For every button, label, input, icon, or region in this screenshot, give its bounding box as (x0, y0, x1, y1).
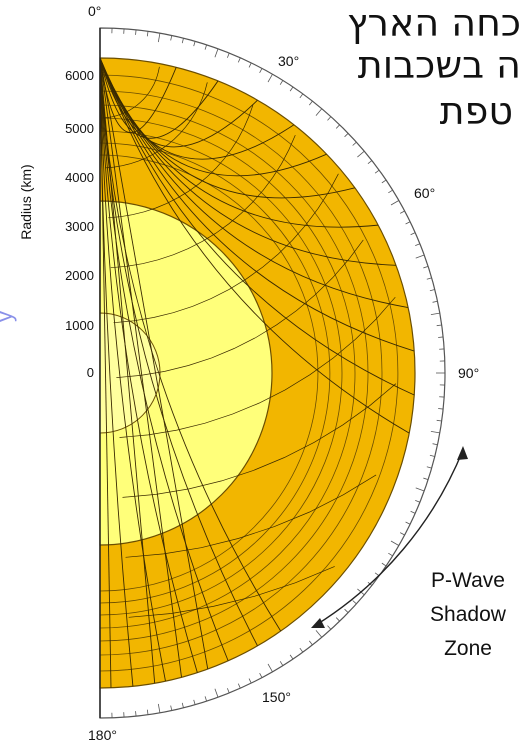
radius-tick-0: 0 (87, 365, 94, 380)
radius-tick-1000: 1000 (65, 318, 94, 333)
angle-label-30: 30° (278, 53, 299, 69)
radius-axis-label: Radius (km) (18, 164, 34, 239)
shadow-zone-label-line-3: Zone (418, 638, 518, 659)
blue-text-fragment: y (0, 311, 17, 322)
angle-label-90: 90° (458, 365, 479, 381)
ring-tick (136, 711, 137, 716)
angle-label-150: 150° (262, 689, 291, 705)
hebrew-caption-line-3: טפת (440, 92, 513, 130)
ring-tick (438, 337, 443, 338)
ring-tick (136, 30, 137, 35)
shadow-zone-arrowhead-top (457, 446, 468, 460)
hebrew-caption-line-2: ה בשכבות (358, 46, 521, 84)
radius-tick-5000: 5000 (65, 121, 94, 136)
ring-tick (438, 409, 443, 410)
hebrew-caption-line-1: כחה הארץ (347, 4, 521, 42)
radius-axis: 6000 5000 4000 3000 2000 1000 0 (65, 68, 94, 380)
angle-label-0: 0° (88, 3, 101, 19)
shadow-zone-label-line-2: Shadow (418, 604, 518, 625)
radius-tick-2000: 2000 (65, 268, 94, 283)
shadow-zone-label-line-1: P-Wave (418, 570, 518, 591)
angle-label-180: 180° (88, 727, 117, 743)
radius-tick-6000: 6000 (65, 68, 94, 83)
angle-label-60: 60° (414, 185, 435, 201)
radius-tick-3000: 3000 (65, 219, 94, 234)
radius-tick-4000: 4000 (65, 170, 94, 185)
